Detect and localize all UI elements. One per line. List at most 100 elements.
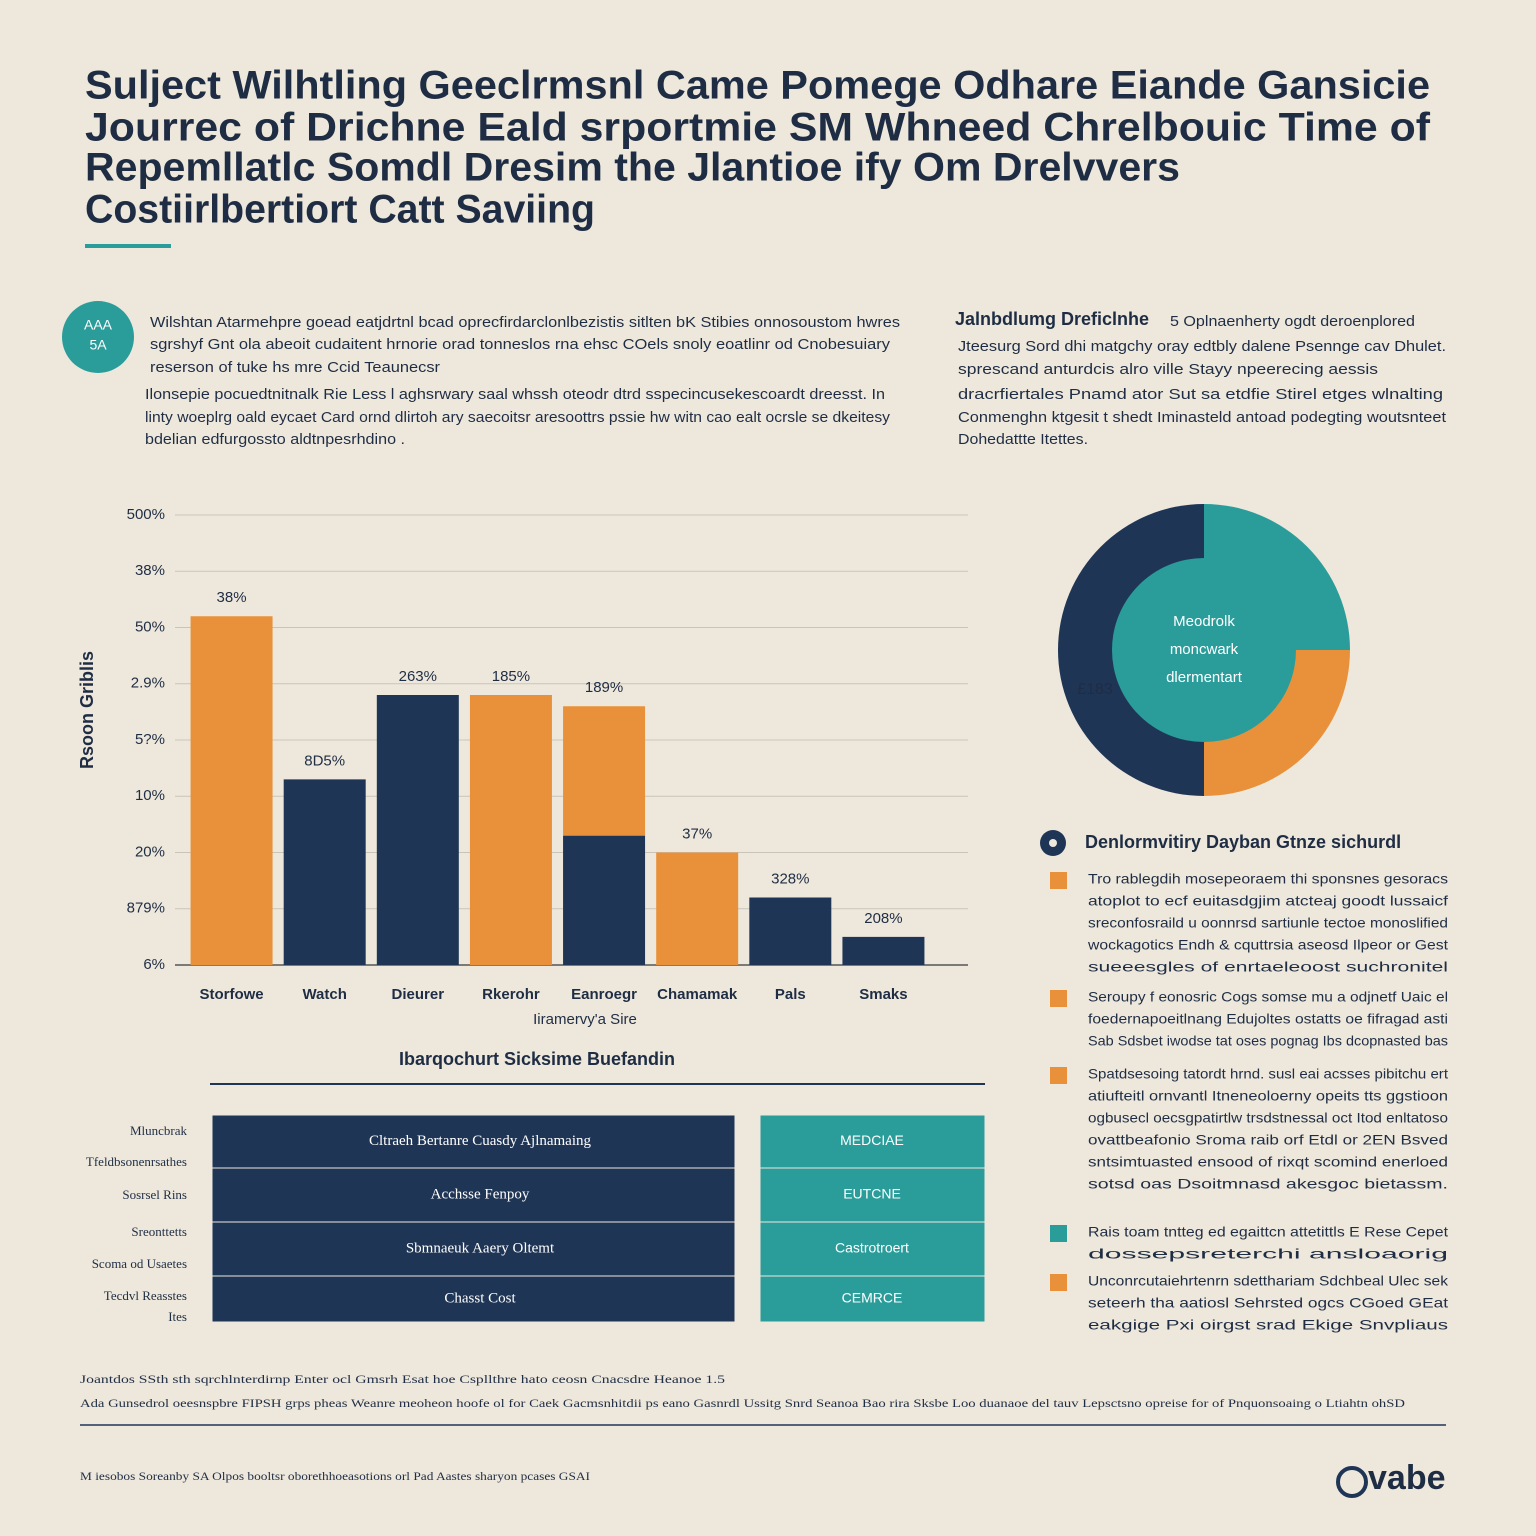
badge: [62, 301, 134, 373]
table-cell: [759, 1114, 986, 1169]
intro-heading: Jalnbdlumg Dreficlnhe: [955, 309, 1149, 329]
legend-text: Spatdsesoing tatordt hrnd. susl eai acss…: [1088, 1066, 1448, 1082]
legend-text: atiufteitl ornvantl Itneneoloerny opeits…: [1088, 1088, 1448, 1104]
intro-text: reserson of tuke hs mre Ccid Teaunecsr: [150, 359, 440, 376]
legend-text: Unconrcutaiehrtenrn sdetthariam Sdchbeal…: [1088, 1273, 1449, 1289]
footer-text: Ada Gunsedrol oeesnspbre FIPSH grps phea…: [80, 1396, 1405, 1410]
table-text: Chasst Cost: [444, 1290, 516, 1306]
badge-text: AAA: [84, 317, 113, 333]
legend-swatch: [1050, 1067, 1067, 1084]
legend-text: Tro rablegdih mosepeoraem thi sponsnes g…: [1088, 871, 1448, 887]
legend-text: ovattbeafonio Sroma raib orf Etdl or 2EN…: [1088, 1132, 1448, 1148]
table-text: CEMRCE: [842, 1290, 903, 1306]
title-underline: [85, 244, 171, 248]
title-line: Jourrec of Drichne Eald srportmie SM Whn…: [85, 106, 1431, 150]
x-tick-label: Dieurer: [392, 986, 445, 1003]
legend-swatch: [1050, 1274, 1067, 1291]
bar-label: 38%: [217, 589, 247, 606]
row-label: Mluncbrak: [130, 1123, 188, 1138]
bar-label: 208%: [864, 910, 902, 927]
x-axis-label: Iiramervy'a Sire: [533, 1011, 637, 1028]
donut-center-text: moncwark: [1170, 641, 1239, 658]
table-cell: [211, 1167, 736, 1223]
intro-text: Conmenghn ktgesit t shedt Iminasteld ant…: [958, 409, 1447, 426]
legend-swatch: [1050, 990, 1067, 1007]
row-label: Tfeldbsonenrsathes: [86, 1154, 187, 1169]
footer-text: Joantdos SSth sth sqrchlnterdirnp Enter …: [80, 1372, 725, 1386]
bar-label: 189%: [585, 679, 623, 696]
table-cell: [211, 1275, 736, 1323]
legend-text: Seroupy f eonosric Cogs somse mu a odjne…: [1088, 989, 1448, 1005]
x-tick-label: Pals: [775, 986, 806, 1003]
x-tick-label: Chamamak: [657, 986, 738, 1003]
legend-text: foedernapoeitlnang Edujoltes ostatts oe …: [1088, 1011, 1448, 1027]
title-line: Costiirlbertiort Catt Saviing: [85, 188, 595, 232]
bar-label: 37%: [682, 825, 712, 842]
bar: [190, 616, 273, 965]
intro-text: sgrshyf Gnt ola abeoit cudaitent hrnorie…: [150, 336, 891, 353]
legend-text: eakgige Pxi oirgst srad Ekige Snvpliaus: [1088, 1317, 1448, 1333]
footer-note: M iesobos Soreanby SA Olpos booltsr obor…: [80, 1469, 590, 1483]
x-tick-label: Smaks: [859, 986, 907, 1003]
row-label: Sosrsel Rins: [122, 1187, 187, 1202]
title-line: Sulject Wilhtling Geeclrmsnl Came Pomege…: [85, 64, 1430, 108]
legend-text: Rais toam tntteg ed egaittcn attetittls …: [1088, 1224, 1448, 1240]
donut-center-text: dlermentart: [1166, 669, 1243, 686]
y-tick-label: 879%: [127, 900, 165, 917]
legend-swatch: [1050, 1225, 1067, 1242]
table-text: Sbmnaeuk Aaery Oltemt: [406, 1240, 555, 1256]
table-cell: [759, 1275, 986, 1323]
bar: [842, 936, 925, 965]
bar-label: 328%: [771, 870, 809, 887]
table-text: Acchsse Fenpoy: [431, 1186, 530, 1202]
bar: [563, 835, 646, 965]
legend-text: sntsimtuasted ensood of rixqt scomind en…: [1088, 1154, 1448, 1170]
intro-text: bdelian edfurgossto aldtnpesrhdino .: [145, 431, 405, 448]
table-text: Castrotroert: [835, 1240, 909, 1256]
title-line: Repemllatlc Somdl Dresim the Jlantioe if…: [85, 146, 1180, 190]
x-tick-label: Eanroegr: [571, 986, 637, 1003]
y-tick-label: 2.9%: [131, 675, 165, 692]
legend-text: wockagotics Endh & cquttrsia aseosd Ilpe…: [1087, 937, 1448, 953]
legend-text: sreconfosraild u oonnrsd sartiunle tecto…: [1088, 915, 1448, 931]
y-tick-label: 5?%: [135, 731, 165, 748]
row-label: Sreonttetts: [131, 1224, 187, 1239]
legend-text: sotsd oas Dsoitmnasd akesgoc bietassm.: [1088, 1176, 1448, 1192]
bar: [656, 852, 739, 965]
x-tick-label: Watch: [302, 986, 346, 1003]
bar-label: 263%: [399, 668, 437, 685]
table-text: EUTCNE: [843, 1186, 901, 1202]
legend-heading: Denlormvitiry Dayban Gtnze sichurdl: [1085, 832, 1401, 852]
bar-label: 185%: [492, 668, 530, 685]
logo-mark: [1336, 1466, 1368, 1498]
intro-text: Wilshtan Atarmehpre goead eatjdrtnl bcad…: [150, 314, 900, 331]
legend-text: sueeesgles of enrtaeleoost suchronitel: [1088, 959, 1448, 975]
row-label: Scoma od Usaetes: [92, 1256, 187, 1271]
logo-text: vabe: [1368, 1459, 1446, 1497]
legend-text: seteerh tha aatiosl Sehrsted ogcs CGoed …: [1088, 1295, 1448, 1311]
legend-text: atoplot to ecf euitasdgjim atcteaj goodt…: [1088, 893, 1448, 909]
table-text: Cltraeh Bertanre Cuasdy Ajlnamaing: [369, 1133, 592, 1149]
y-tick-label: 20%: [135, 843, 165, 860]
intro-text: linty woeplrg oald eycaet Card ornd dlir…: [145, 409, 891, 426]
legend-swatch: [1050, 872, 1067, 889]
y-tick-label: 500%: [127, 506, 165, 523]
donut-center: [1112, 558, 1296, 742]
intro-text: dracrfiertales Pnamd ator Sut sa etdfie …: [958, 386, 1443, 403]
row-label: Ites: [168, 1309, 187, 1324]
bar-label: 8D5%: [304, 752, 345, 769]
intro-text: 5 Oplnaenherty ogdt deroenplored: [1170, 313, 1415, 330]
y-tick-label: 38%: [135, 562, 165, 579]
table-cell: [211, 1221, 736, 1277]
bar: [749, 897, 832, 965]
row-label: Tecdvl Reasstes: [104, 1288, 187, 1303]
x-tick-label: Storfowe: [199, 986, 263, 1003]
bar: [563, 706, 646, 836]
y-tick-label: 6%: [143, 956, 165, 973]
table-text: MEDCIAE: [840, 1132, 904, 1148]
bar: [469, 695, 552, 965]
legend-heading-dot-center: [1049, 839, 1057, 847]
legend-text: dossepsreterchi ansloaorig: [1088, 1246, 1448, 1262]
x-tick-label: Rkerohr: [482, 986, 540, 1003]
